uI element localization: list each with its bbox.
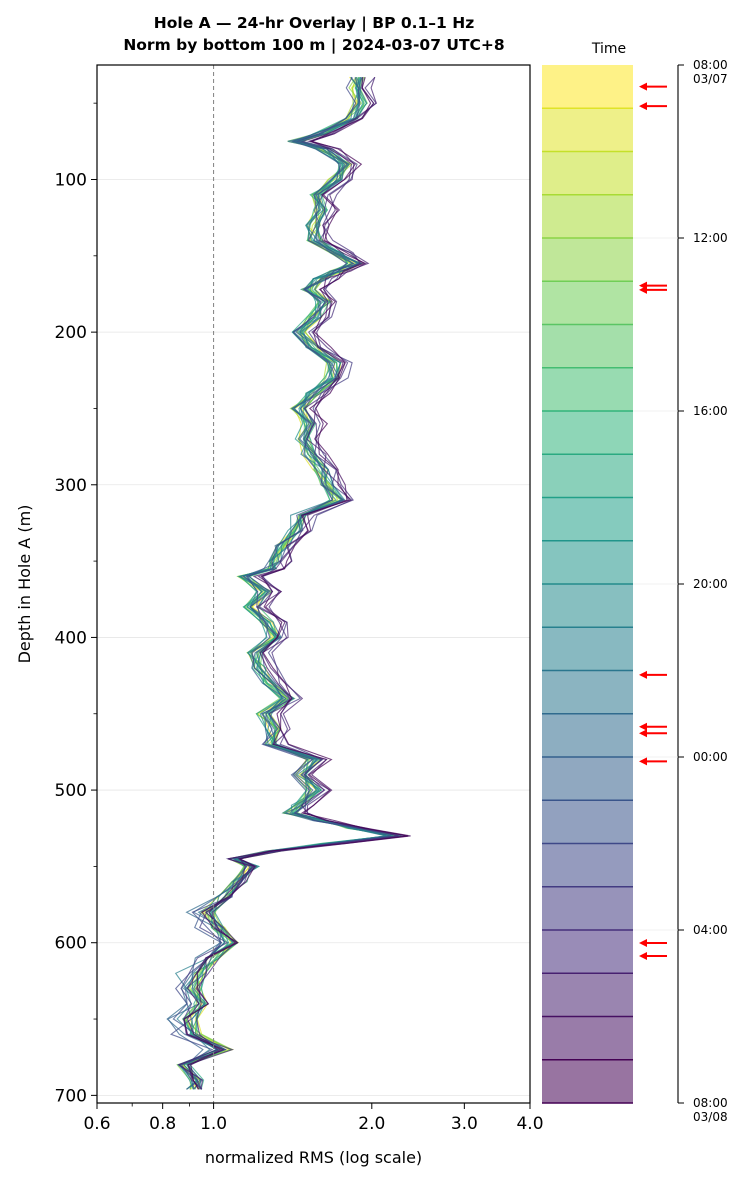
x-tick-label: 2.0 bbox=[358, 1114, 385, 1134]
colorbar-band bbox=[542, 627, 633, 671]
colorbar-tick-label: 20:00 bbox=[693, 577, 728, 591]
colorbar-band bbox=[542, 886, 633, 930]
colorbar-band bbox=[542, 367, 633, 411]
event-arrow-head bbox=[639, 757, 647, 766]
colorbar-band bbox=[542, 324, 633, 368]
series-line bbox=[177, 77, 409, 1090]
chart-title-line1: Hole A — 24-hr Overlay | BP 0.1–1 Hz bbox=[153, 14, 475, 32]
x-tick-label: 4.0 bbox=[516, 1114, 543, 1134]
colorbar-tick-label: 16:00 bbox=[693, 404, 728, 418]
series-line bbox=[178, 76, 387, 1090]
colorbar-tick-label: 08:00 bbox=[693, 1096, 728, 1110]
colorbar-band bbox=[542, 584, 633, 628]
event-arrow-head bbox=[639, 951, 647, 960]
colorbar-band bbox=[542, 757, 633, 801]
colorbar-band bbox=[542, 670, 633, 714]
colorbar bbox=[542, 65, 633, 1104]
colorbar-tick-label: 08:00 bbox=[693, 58, 728, 72]
y-axis-label: Depth in Hole A (m) bbox=[15, 505, 34, 664]
series-line bbox=[183, 77, 409, 1090]
y-tick-label: 500 bbox=[55, 781, 87, 801]
series-line bbox=[183, 77, 389, 1090]
event-arrow-head bbox=[639, 729, 647, 738]
chart-title-line2: Norm by bottom 100 m | 2024-03-07 UTC+8 bbox=[123, 36, 505, 54]
colorbar-tick-sublabel: 03/08 bbox=[693, 1110, 728, 1124]
series-line bbox=[182, 76, 399, 1090]
colorbar-band bbox=[542, 497, 633, 541]
series-line bbox=[176, 76, 393, 1090]
gridlines bbox=[97, 179, 530, 1096]
colorbar-tick-label: 04:00 bbox=[693, 923, 728, 937]
series-line bbox=[176, 76, 399, 1090]
colorbar-band bbox=[542, 281, 633, 325]
colorbar-band bbox=[542, 973, 633, 1017]
y-tick-label: 300 bbox=[55, 476, 87, 496]
colorbar-band bbox=[542, 454, 633, 498]
colorbar-band bbox=[542, 540, 633, 584]
event-arrow-head bbox=[639, 670, 647, 679]
colorbar-band bbox=[542, 843, 633, 887]
series-line bbox=[182, 76, 398, 1090]
event-arrows bbox=[639, 82, 667, 960]
y-tick-label: 600 bbox=[55, 934, 87, 954]
y-tick-label: 400 bbox=[55, 628, 87, 648]
colorbar-ticks: 08:0003/0712:0016:0020:0000:0004:0008:00… bbox=[633, 58, 728, 1124]
series-line bbox=[166, 77, 399, 1090]
colorbar-band bbox=[542, 1016, 633, 1060]
series-line bbox=[169, 76, 401, 1090]
event-arrow-head bbox=[639, 938, 647, 947]
series-line bbox=[174, 77, 392, 1090]
event-arrow-head bbox=[639, 102, 647, 111]
y-tick-label: 100 bbox=[55, 170, 87, 190]
event-arrow-head bbox=[639, 82, 647, 91]
colorbar-band bbox=[542, 411, 633, 455]
series-line bbox=[172, 77, 391, 1090]
x-tick-label: 0.6 bbox=[83, 1114, 110, 1134]
y-tick-label: 700 bbox=[55, 1086, 87, 1106]
x-axis-label: normalized RMS (log scale) bbox=[205, 1148, 422, 1167]
y-axis-ticks: 100 200 300 400 500 600 700 bbox=[55, 102, 97, 1106]
colorbar-tick-sublabel: 03/07 bbox=[693, 72, 728, 86]
colorbar-band bbox=[542, 238, 633, 282]
series-lines bbox=[166, 76, 411, 1090]
colorbar-band bbox=[542, 713, 633, 757]
axes-frame bbox=[96, 64, 531, 1104]
series-line bbox=[181, 76, 393, 1090]
x-tick-label: 1.0 bbox=[200, 1114, 227, 1134]
colorbar-title: Time bbox=[591, 41, 626, 57]
colorbar-band bbox=[542, 194, 633, 238]
colorbar-tick-label: 12:00 bbox=[693, 231, 728, 245]
event-arrow-head bbox=[639, 722, 647, 731]
colorbar-band bbox=[542, 1059, 633, 1103]
series-line bbox=[186, 77, 411, 1090]
x-axis-ticks: 0.6 0.8 1.0 2.0 3.0 4.0 bbox=[83, 1103, 544, 1134]
colorbar-band bbox=[542, 151, 633, 195]
colorbar-band bbox=[542, 65, 633, 109]
x-tick-label: 3.0 bbox=[451, 1114, 478, 1134]
event-arrow-head bbox=[639, 285, 647, 294]
series-line bbox=[167, 76, 399, 1090]
colorbar-band bbox=[542, 800, 633, 844]
colorbar-band bbox=[542, 108, 633, 152]
y-tick-label: 200 bbox=[55, 323, 87, 343]
x-tick-label: 0.8 bbox=[149, 1114, 176, 1134]
colorbar-band bbox=[542, 930, 633, 974]
colorbar-tick-label: 00:00 bbox=[693, 750, 728, 764]
chart-title: Hole A — 24-hr Overlay | BP 0.1–1 Hz Nor… bbox=[60, 12, 568, 56]
